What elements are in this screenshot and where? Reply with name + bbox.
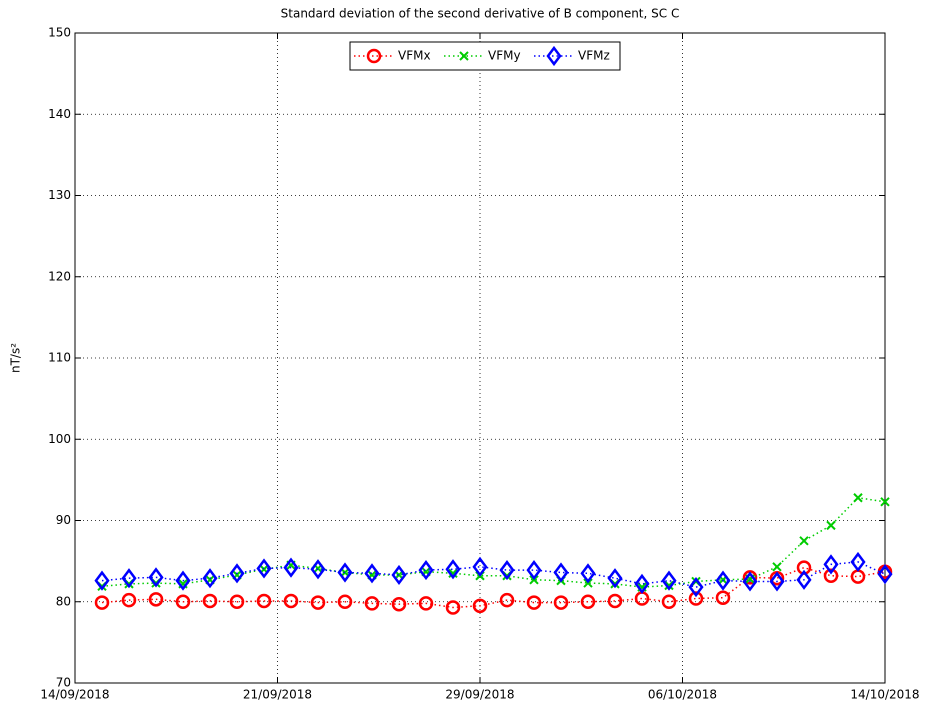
marker bbox=[229, 563, 245, 584]
marker bbox=[202, 593, 218, 609]
marker bbox=[445, 600, 461, 615]
legend-marker bbox=[546, 45, 562, 67]
marker bbox=[391, 596, 407, 612]
legend-label: VFMz bbox=[578, 49, 610, 63]
x-tick-label: 29/09/2018 bbox=[445, 688, 514, 702]
y-tick-label: 80 bbox=[56, 594, 71, 608]
marker bbox=[661, 570, 677, 591]
y-tick-label: 110 bbox=[48, 351, 71, 365]
marker bbox=[553, 562, 569, 583]
plot-frame bbox=[74, 32, 886, 684]
marker bbox=[850, 569, 866, 584]
marker bbox=[850, 551, 866, 573]
marker bbox=[880, 497, 890, 507]
y-tick-label: 70 bbox=[56, 676, 71, 690]
x-tick-label: 14/10/2018 bbox=[850, 688, 919, 702]
marker bbox=[148, 592, 164, 607]
marker bbox=[823, 568, 839, 583]
marker bbox=[499, 559, 515, 581]
legend-marker bbox=[459, 51, 469, 61]
marker bbox=[337, 562, 353, 583]
marker bbox=[526, 595, 542, 610]
series-line bbox=[101, 566, 886, 609]
marker bbox=[229, 594, 245, 609]
marker bbox=[121, 592, 137, 608]
marker bbox=[742, 571, 758, 592]
marker bbox=[472, 598, 488, 614]
marker bbox=[826, 520, 836, 531]
marker bbox=[607, 568, 623, 589]
marker bbox=[448, 568, 458, 579]
marker bbox=[472, 556, 488, 577]
x-tick-label: 06/10/2018 bbox=[648, 688, 717, 702]
marker bbox=[364, 563, 380, 584]
marker bbox=[796, 569, 812, 590]
marker bbox=[256, 593, 272, 609]
marker bbox=[715, 590, 731, 605]
x-tick-label: 21/09/2018 bbox=[243, 688, 312, 702]
marker bbox=[799, 536, 809, 546]
series-line bbox=[101, 561, 886, 588]
marker bbox=[580, 594, 596, 609]
marker bbox=[688, 577, 704, 598]
marker bbox=[769, 571, 785, 592]
marker bbox=[445, 559, 461, 580]
y-tick-label: 140 bbox=[48, 107, 71, 121]
marker bbox=[364, 596, 380, 611]
marker bbox=[823, 554, 839, 575]
marker bbox=[175, 570, 191, 591]
marker bbox=[94, 595, 110, 610]
legend-label: VFMx bbox=[398, 49, 431, 63]
legend-box bbox=[349, 41, 621, 71]
marker bbox=[607, 593, 623, 609]
y-tick-label: 100 bbox=[48, 432, 71, 446]
marker bbox=[310, 595, 326, 610]
marker bbox=[418, 596, 434, 611]
marker bbox=[877, 564, 893, 585]
marker bbox=[526, 559, 542, 581]
y-axis-label: nT/s² bbox=[9, 343, 23, 373]
marker bbox=[688, 591, 704, 606]
y-tick-label: 130 bbox=[48, 188, 71, 202]
marker bbox=[283, 593, 299, 609]
marker bbox=[499, 592, 515, 608]
marker bbox=[553, 595, 569, 610]
legend-label: VFMy bbox=[488, 49, 521, 63]
legend-marker bbox=[366, 48, 382, 64]
chart-title: Standard deviation of the second derivat… bbox=[281, 7, 680, 21]
y-tick-label: 150 bbox=[48, 26, 71, 40]
x-tick-label: 14/09/2018 bbox=[40, 688, 109, 702]
marker bbox=[580, 563, 596, 584]
marker bbox=[283, 557, 299, 578]
marker bbox=[853, 493, 863, 503]
marker bbox=[148, 567, 164, 588]
y-tick-label: 120 bbox=[48, 269, 71, 283]
series-line bbox=[101, 496, 886, 588]
marker bbox=[715, 570, 731, 591]
marker bbox=[175, 594, 191, 609]
marker bbox=[664, 580, 674, 591]
marker bbox=[661, 594, 677, 609]
marker bbox=[337, 594, 353, 609]
marker bbox=[418, 559, 434, 581]
marker bbox=[772, 562, 782, 572]
marker bbox=[310, 559, 326, 580]
y-tick-label: 90 bbox=[56, 513, 71, 527]
marker bbox=[121, 568, 137, 589]
marker bbox=[256, 558, 272, 579]
marker bbox=[94, 570, 110, 591]
marker bbox=[202, 568, 218, 589]
marker bbox=[391, 564, 407, 586]
marker bbox=[634, 573, 650, 594]
